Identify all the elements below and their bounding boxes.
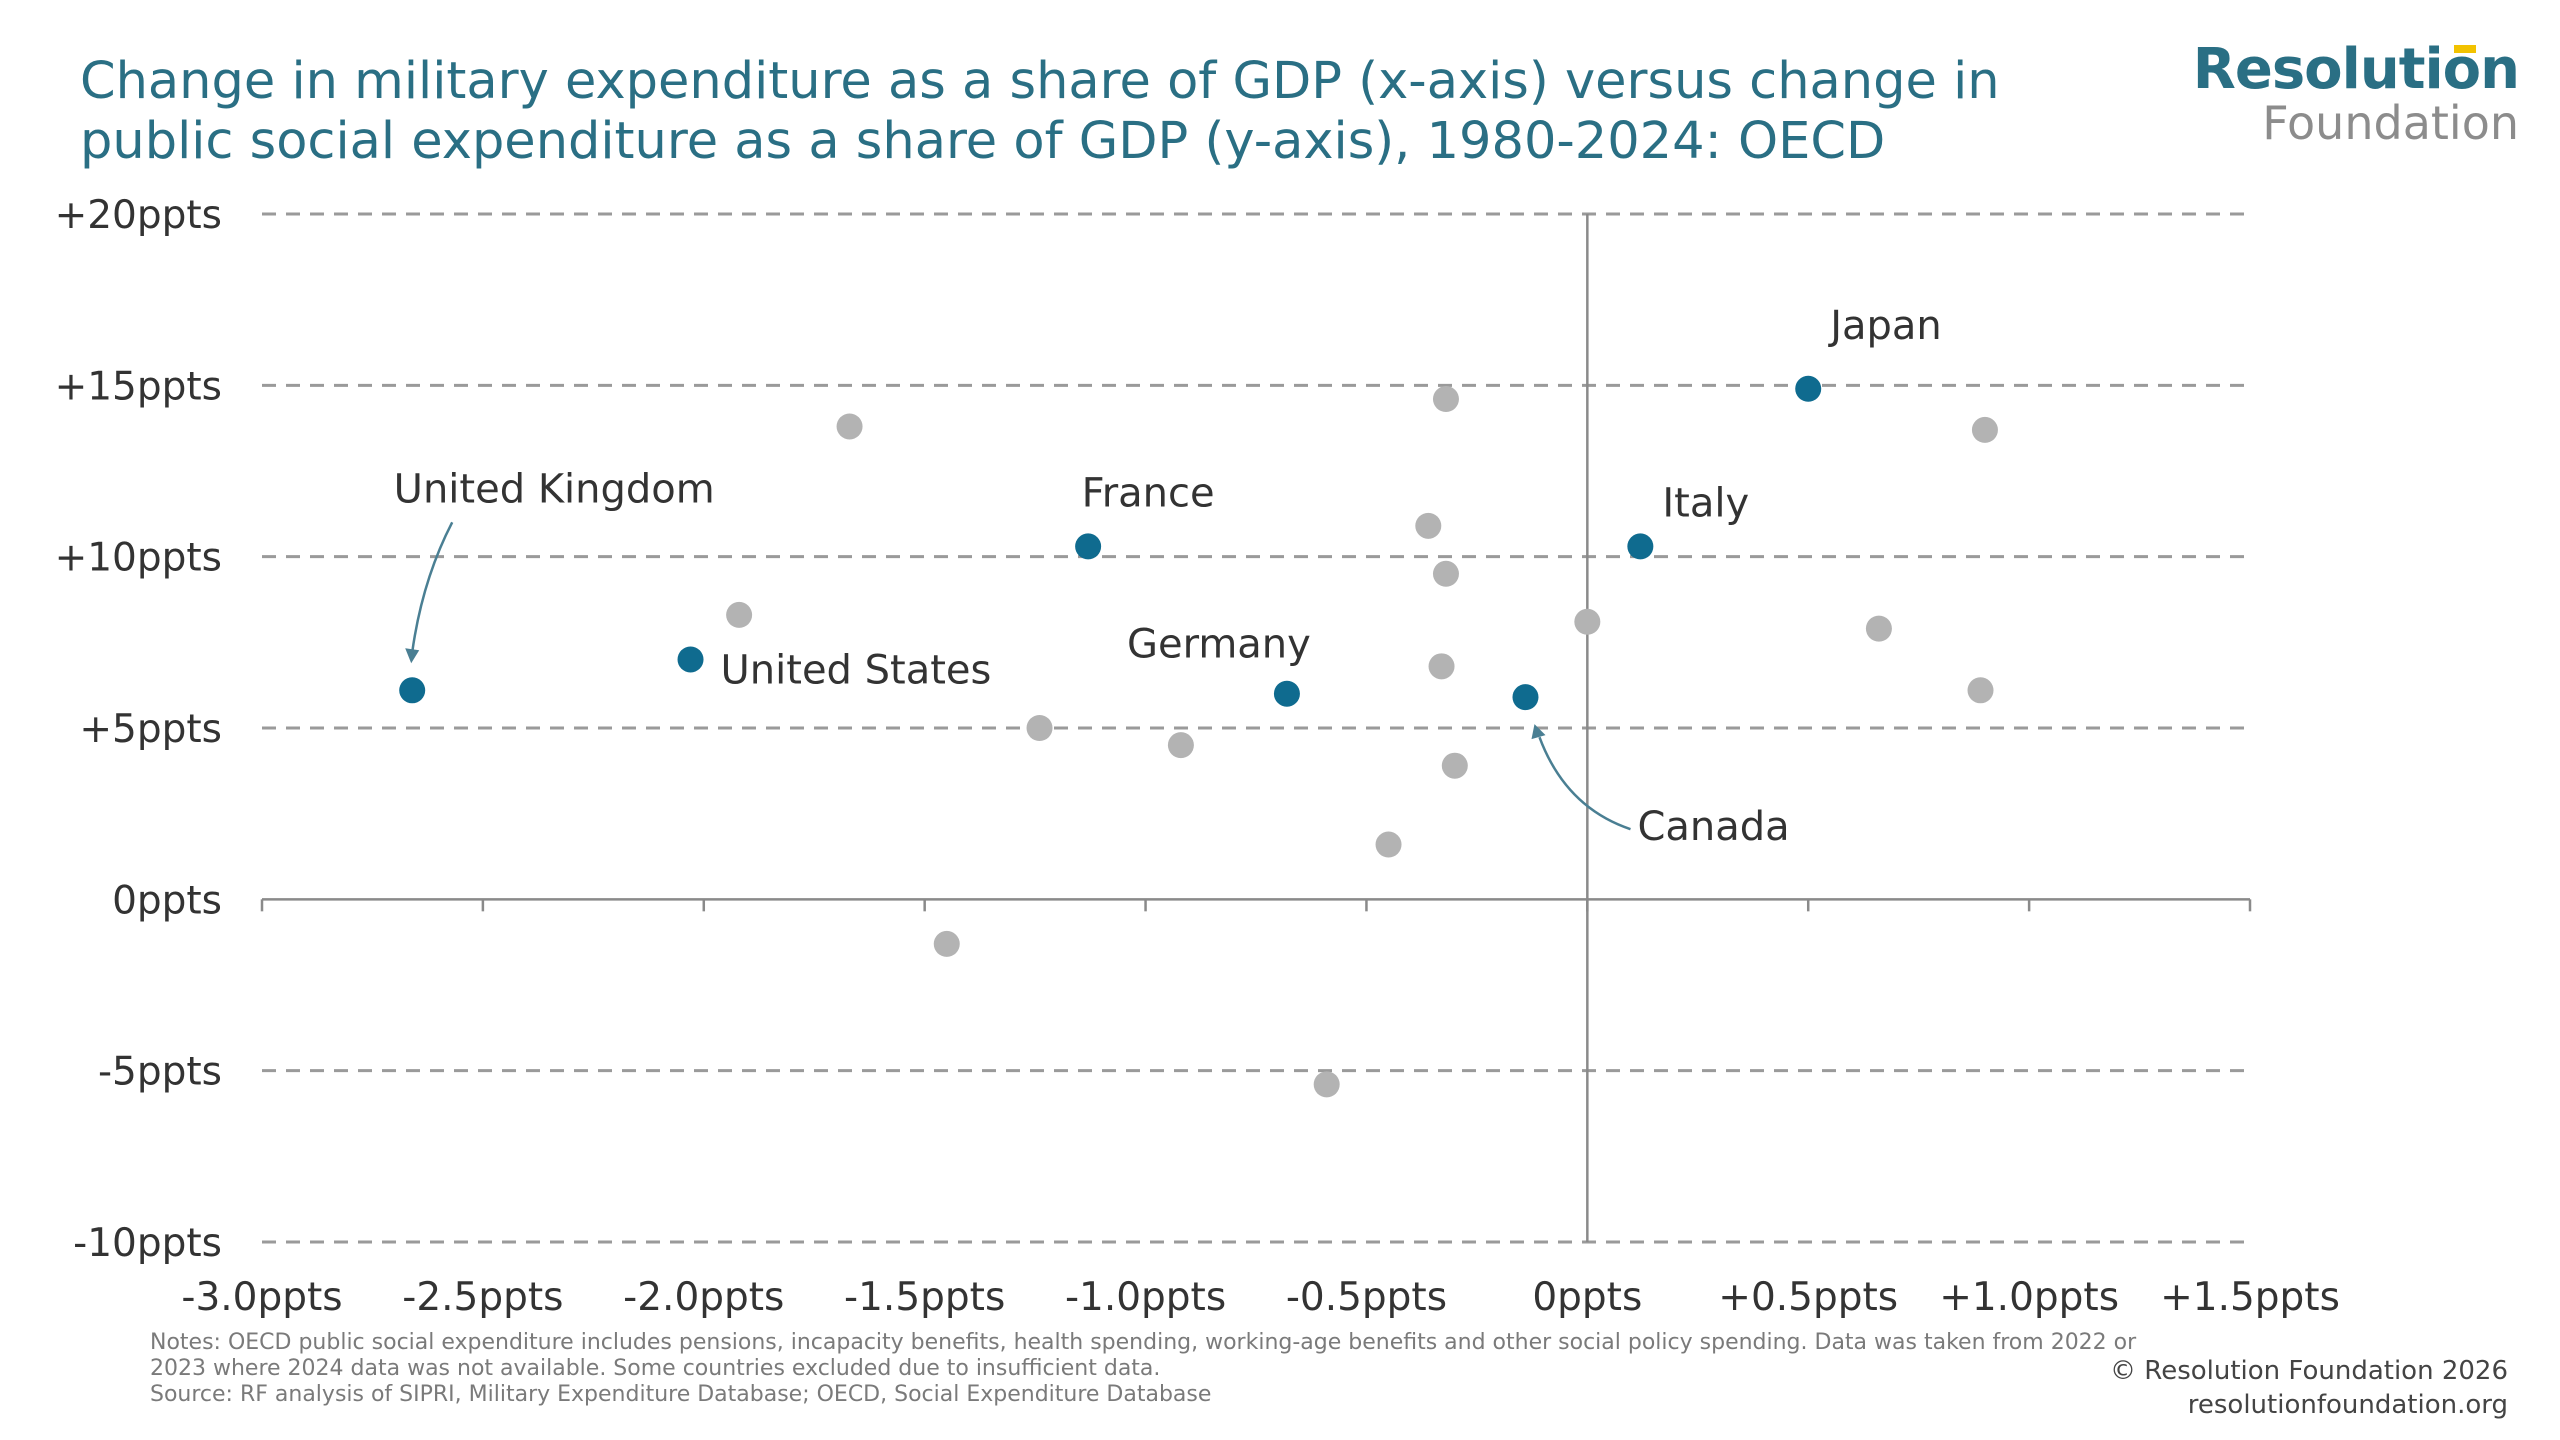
point-other-8 [1415,512,1442,539]
point-other-10 [1428,653,1455,680]
chart-notes: Notes: OECD public social expenditure in… [150,1330,2150,1408]
point-italy [1627,533,1654,560]
point-germany [1273,680,1300,707]
point-other-3 [1167,732,1194,759]
y-tick-label: +10ppts [55,536,222,581]
point-other-4 [933,930,960,957]
point-other-5 [1313,1071,1340,1098]
x-tick-label: -2.0ppts [623,1275,784,1320]
label-japan: Japan [1827,303,1942,349]
label-united-states: United States [721,647,992,693]
point-other-1 [726,601,753,628]
arrow-united-kingdom [410,521,454,653]
y-tick-label: +15ppts [55,364,222,409]
x-tick-label: -1.0ppts [1065,1275,1226,1320]
source-text: Source: RF analysis of SIPRI, Military E… [150,1382,1212,1407]
point-other-0 [836,413,863,440]
y-tick-label: +20ppts [55,193,222,238]
point-other-6 [1375,831,1402,858]
chart-title: Change in military expenditure as a shar… [80,52,2000,171]
copyright-text: © Resolution Foundation 2026 [2110,1356,2508,1386]
x-tick-label: +1.0ppts [1939,1275,2119,1320]
notes-text: Notes: OECD public social expenditure in… [150,1330,2137,1381]
grid-layer [262,212,2250,1244]
y-tick-label: +5ppts [79,707,222,752]
label-germany: Germany [1127,622,1311,668]
x-tick-label: -2.5ppts [402,1275,563,1320]
x-tick-label: 0ppts [1532,1275,1642,1320]
website-link[interactable]: resolutionfoundation.org [2187,1390,2508,1420]
point-other-2 [1026,715,1053,741]
arrow-canada [1538,736,1631,831]
point-canada [1512,684,1539,711]
x-tick-label: +1.5ppts [2160,1275,2340,1320]
x-tick-label: -3.0ppts [181,1275,342,1320]
copyright-block: © Resolution Foundation 2026 resolutionf… [2110,1354,2508,1422]
axis-layer: +20ppts +15ppts +10ppts +5ppts 0ppts -5ppts -1… [55,193,2340,1320]
label-canada: Canada [1637,804,1789,850]
x-tick-label: -1.5ppts [844,1275,1005,1320]
point-other-13 [1865,615,1892,642]
point-united-kingdom [399,677,426,704]
point-other-7 [1432,386,1459,413]
point-france [1075,533,1102,560]
y-tick-label: -10ppts [73,1221,222,1266]
y-tick-label: -5ppts [98,1050,222,1095]
point-japan [1795,375,1822,402]
y-tick-label: 0ppts [112,878,222,923]
point-other-11 [1441,752,1468,779]
points-layer [399,375,1998,1098]
point-other-15 [1967,677,1994,704]
logo-line2: Foundation [2262,96,2519,150]
x-tick-label: -0.5ppts [1286,1275,1447,1320]
label-italy: Italy [1662,480,1749,526]
logo-accent-mark [2454,45,2476,53]
point-united-states [677,646,704,673]
resolution-foundation-logo: Resolution Foundation [2193,40,2520,150]
point-other-14 [1971,416,1998,443]
label-france: France [1082,470,1215,516]
arrowhead-united-kingdom [405,648,420,664]
x-tick-label: +0.5ppts [1718,1275,1898,1320]
point-other-9 [1432,560,1459,587]
labels-layer: United Kingdom United States France Germany… [394,303,1942,850]
arrowhead-canada [1531,724,1546,740]
point-other-12 [1574,608,1601,635]
label-united-kingdom: United Kingdom [394,466,715,512]
